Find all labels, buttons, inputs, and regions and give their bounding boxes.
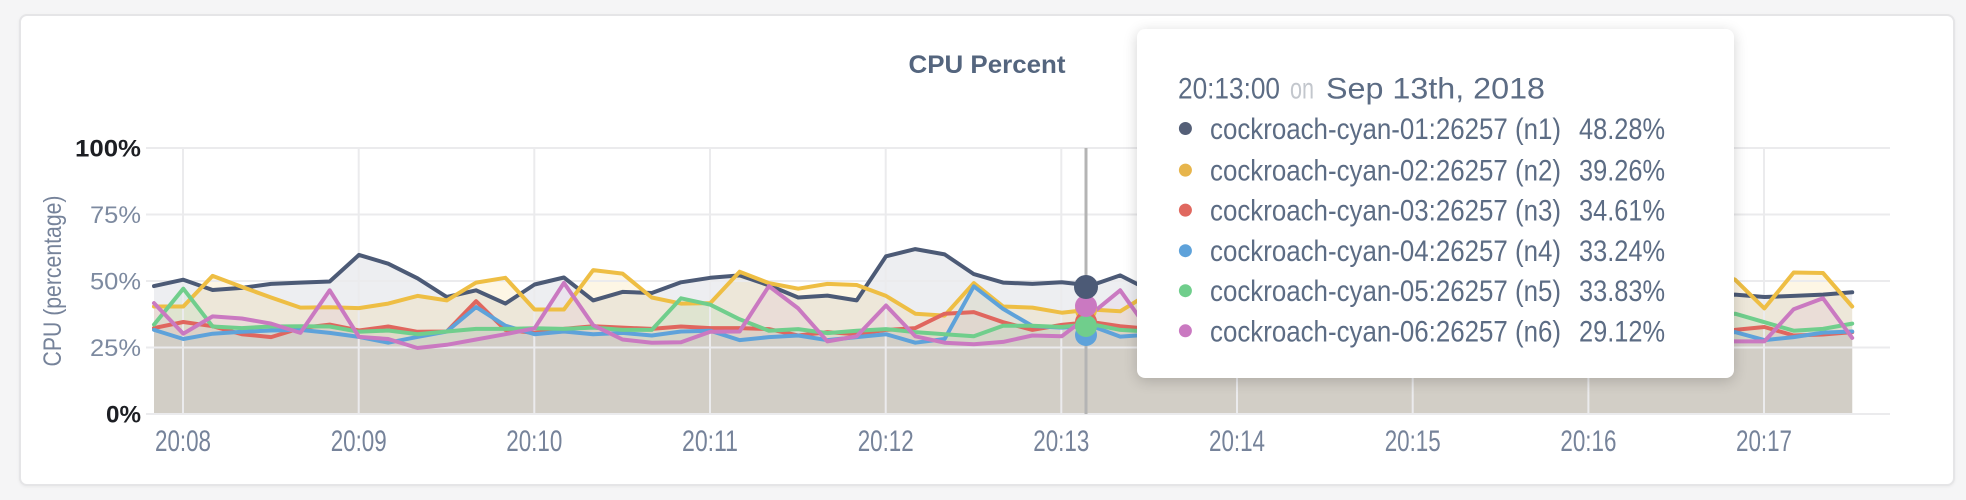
svg-text:20:13: 20:13 [1033,425,1089,458]
svg-text:on: on [1290,73,1314,106]
svg-text:20:09: 20:09 [331,425,387,458]
svg-text:20:08: 20:08 [155,425,211,458]
svg-text:cockroach-cyan-06:26257 (n6): cockroach-cyan-06:26257 (n6) [1210,315,1561,348]
svg-text:Sep 13th, 2018: Sep 13th, 2018 [1326,73,1545,106]
svg-text:cockroach-cyan-05:26257 (n5): cockroach-cyan-05:26257 (n5) [1210,275,1561,308]
svg-text:20:13:00: 20:13:00 [1178,73,1280,106]
svg-text:20:14: 20:14 [1209,425,1265,458]
svg-text:CPU (percentage): CPU (percentage) [39,196,67,367]
svg-text:25%: 25% [90,335,141,362]
svg-text:CPU Percent: CPU Percent [909,51,1067,79]
svg-text:cockroach-cyan-04:26257 (n4): cockroach-cyan-04:26257 (n4) [1210,235,1561,268]
svg-text:cockroach-cyan-01:26257 (n1): cockroach-cyan-01:26257 (n1) [1210,113,1561,146]
svg-text:100%: 100% [75,136,141,163]
svg-text:20:17: 20:17 [1736,425,1792,458]
svg-text:cockroach-cyan-02:26257 (n2): cockroach-cyan-02:26257 (n2) [1210,155,1561,188]
svg-text:39.26%: 39.26% [1579,155,1665,188]
svg-text:48.28%: 48.28% [1579,113,1665,146]
svg-text:20:10: 20:10 [506,425,562,458]
svg-text:50%: 50% [90,269,141,296]
svg-text:20:16: 20:16 [1560,425,1616,458]
svg-text:20:15: 20:15 [1385,425,1441,458]
svg-text:20:12: 20:12 [858,425,914,458]
svg-text:20:11: 20:11 [682,425,738,458]
svg-text:33.24%: 33.24% [1579,235,1665,268]
svg-text:75%: 75% [90,202,141,229]
svg-text:0%: 0% [106,402,141,429]
svg-text:29.12%: 29.12% [1579,315,1665,348]
svg-text:cockroach-cyan-03:26257 (n3): cockroach-cyan-03:26257 (n3) [1210,195,1561,228]
svg-text:33.83%: 33.83% [1579,275,1665,308]
svg-text:34.61%: 34.61% [1579,195,1665,228]
